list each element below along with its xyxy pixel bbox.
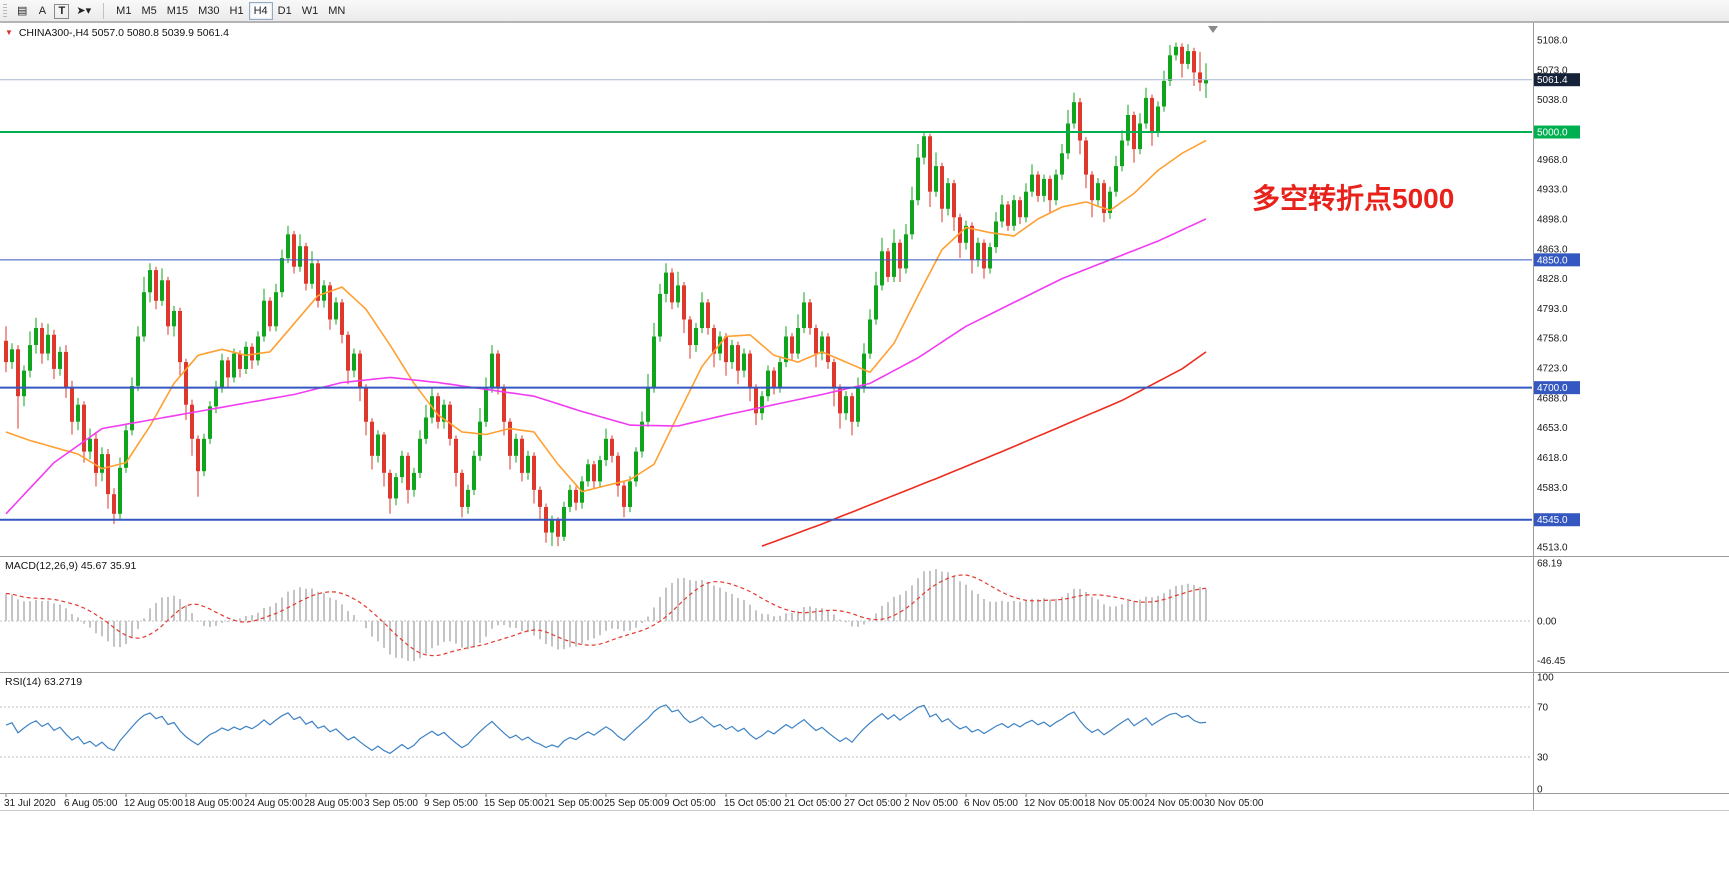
svg-text:4758.0: 4758.0 <box>1537 334 1568 345</box>
rsi-indicator-label: RSI(14) 63.2719 <box>5 676 83 688</box>
svg-text:6 Aug 05:00: 6 Aug 05:00 <box>64 798 118 809</box>
svg-text:68.19: 68.19 <box>1537 559 1562 570</box>
svg-text:4933.0: 4933.0 <box>1537 185 1568 196</box>
candlesticks <box>4 42 1208 547</box>
svg-text:21 Sep 05:00: 21 Sep 05:00 <box>544 798 604 809</box>
svg-text:4793.0: 4793.0 <box>1537 304 1568 315</box>
svg-text:2 Nov 05:00: 2 Nov 05:00 <box>904 798 958 809</box>
chart-shift-marker-icon <box>1208 26 1218 33</box>
svg-text:4850.0: 4850.0 <box>1537 255 1568 266</box>
svg-text:5000.0: 5000.0 <box>1537 128 1568 139</box>
tool-icons-group: ▤ A T ➤▾ <box>12 1 96 21</box>
svg-text:4688.0: 4688.0 <box>1537 393 1568 404</box>
svg-text:70: 70 <box>1537 703 1549 714</box>
svg-text:0: 0 <box>1537 785 1543 796</box>
price-annotation-text: 多空转折点5000 <box>1252 183 1455 214</box>
time-axis: 31 Jul 2020 6 Aug 05:00 12 Aug 05:00 18 Aug… <box>4 794 1264 809</box>
svg-text:-46.45: -46.45 <box>1537 656 1566 667</box>
svg-text:3 Sep 05:00: 3 Sep 05:00 <box>364 798 418 809</box>
macd-panel: 68.19 0.00 -46.45 <box>0 559 1566 667</box>
pointer-tool-icon[interactable]: ➤▾ <box>71 2 96 20</box>
chart-title: ▼ CHINA300-,H4 5057.0 5080.8 5039.9 5061… <box>5 27 229 39</box>
svg-text:4700.0: 4700.0 <box>1537 383 1568 394</box>
text-box-tool-icon[interactable]: T <box>54 3 70 19</box>
svg-text:100: 100 <box>1537 673 1554 684</box>
svg-text:18 Aug 05:00: 18 Aug 05:00 <box>184 798 243 809</box>
svg-text:28 Aug 05:00: 28 Aug 05:00 <box>304 798 363 809</box>
toolbar-separator <box>103 2 105 19</box>
svg-text:31 Jul 2020: 31 Jul 2020 <box>4 798 56 809</box>
svg-text:27 Oct 05:00: 27 Oct 05:00 <box>844 798 902 809</box>
svg-text:12 Aug 05:00: 12 Aug 05:00 <box>124 798 183 809</box>
ma-long-red-line <box>761 351 1207 547</box>
svg-text:4723.0: 4723.0 <box>1537 364 1568 375</box>
svg-text:15 Sep 05:00: 15 Sep 05:00 <box>484 798 544 809</box>
ma-fast-orange-line <box>5 139 1207 493</box>
svg-text:30: 30 <box>1537 753 1549 764</box>
svg-text:9 Oct 05:00: 9 Oct 05:00 <box>664 798 716 809</box>
svg-text:4653.0: 4653.0 <box>1537 423 1568 434</box>
svg-text:6 Nov 05:00: 6 Nov 05:00 <box>964 798 1018 809</box>
svg-text:5108.0: 5108.0 <box>1537 36 1568 47</box>
timeframe-w1-button[interactable]: W1 <box>297 2 324 20</box>
timeframe-h1-button[interactable]: H1 <box>225 2 249 20</box>
svg-text:4898.0: 4898.0 <box>1537 214 1568 225</box>
svg-text:25 Sep 05:00: 25 Sep 05:00 <box>604 798 664 809</box>
chart-window-icon[interactable]: ▤ <box>12 2 32 20</box>
svg-text:4545.0: 4545.0 <box>1537 515 1568 526</box>
empty-workspace <box>0 811 1729 893</box>
svg-text:4513.0: 4513.0 <box>1537 543 1568 554</box>
svg-text:18 Nov 05:00: 18 Nov 05:00 <box>1084 798 1144 809</box>
price-axis: 5108.0 5073.0 5038.0 4968.0 4933.0 4898.0 4863… <box>1537 36 1568 554</box>
svg-text:5073.0: 5073.0 <box>1537 65 1568 76</box>
svg-text:0.00: 0.00 <box>1537 617 1557 628</box>
symbol-marker-icon: ▼ <box>5 28 13 37</box>
macd-indicator-label: MACD(12,26,9) 45.67 35.91 <box>5 560 137 572</box>
text-label-tool-icon[interactable]: A <box>32 2 52 20</box>
rsi-panel: 100 70 30 0 <box>0 673 1554 796</box>
timeframe-d1-button[interactable]: D1 <box>273 2 297 20</box>
timeframe-m15-button[interactable]: M15 <box>162 2 193 20</box>
svg-text:4828.0: 4828.0 <box>1537 274 1568 285</box>
svg-text:4863.0: 4863.0 <box>1537 244 1568 255</box>
ohlc-values-label: 5057.0 5080.8 5039.9 5061.4 <box>91 27 230 39</box>
horizontal-levels: 5000.0 4850.0 4700.0 4545.0 <box>0 125 1580 527</box>
timeframe-m5-button[interactable]: M5 <box>136 2 161 20</box>
timeframe-m30-button[interactable]: M30 <box>193 2 224 20</box>
svg-text:15 Oct 05:00: 15 Oct 05:00 <box>724 798 782 809</box>
svg-text:4968.0: 4968.0 <box>1537 155 1568 166</box>
svg-text:24 Aug 05:00: 24 Aug 05:00 <box>244 798 303 809</box>
ma-slow-magenta-line <box>5 218 1207 515</box>
svg-text:4583.0: 4583.0 <box>1537 483 1568 494</box>
svg-text:5038.0: 5038.0 <box>1537 95 1568 106</box>
toolbar: ▤ A T ➤▾ M1 M5 M15 M30 H1 H4 D1 W1 MN <box>0 0 1729 22</box>
timeframe-m1-button[interactable]: M1 <box>111 2 136 20</box>
svg-text:9 Sep 05:00: 9 Sep 05:00 <box>424 798 478 809</box>
svg-text:4618.0: 4618.0 <box>1537 453 1568 464</box>
svg-text:30 Nov 05:00: 30 Nov 05:00 <box>1204 798 1264 809</box>
toolbar-grip-handle[interactable] <box>3 3 7 18</box>
timeframe-h4-button[interactable]: H4 <box>248 2 273 21</box>
svg-text:21 Oct 05:00: 21 Oct 05:00 <box>784 798 842 809</box>
panel-borders <box>0 22 1729 811</box>
svg-text:24 Nov 05:00: 24 Nov 05:00 <box>1144 798 1204 809</box>
timeframe-buttons-group: M1 M5 M15 M30 H1 H4 D1 W1 MN <box>111 1 350 21</box>
svg-text:12 Nov 05:00: 12 Nov 05:00 <box>1024 798 1084 809</box>
timeframe-mn-button[interactable]: MN <box>323 2 350 20</box>
svg-text:5061.4: 5061.4 <box>1537 75 1568 86</box>
current-price-marker: 5061.4 <box>0 73 1580 87</box>
symbol-period-label: CHINA300-,H4 <box>18 27 89 39</box>
